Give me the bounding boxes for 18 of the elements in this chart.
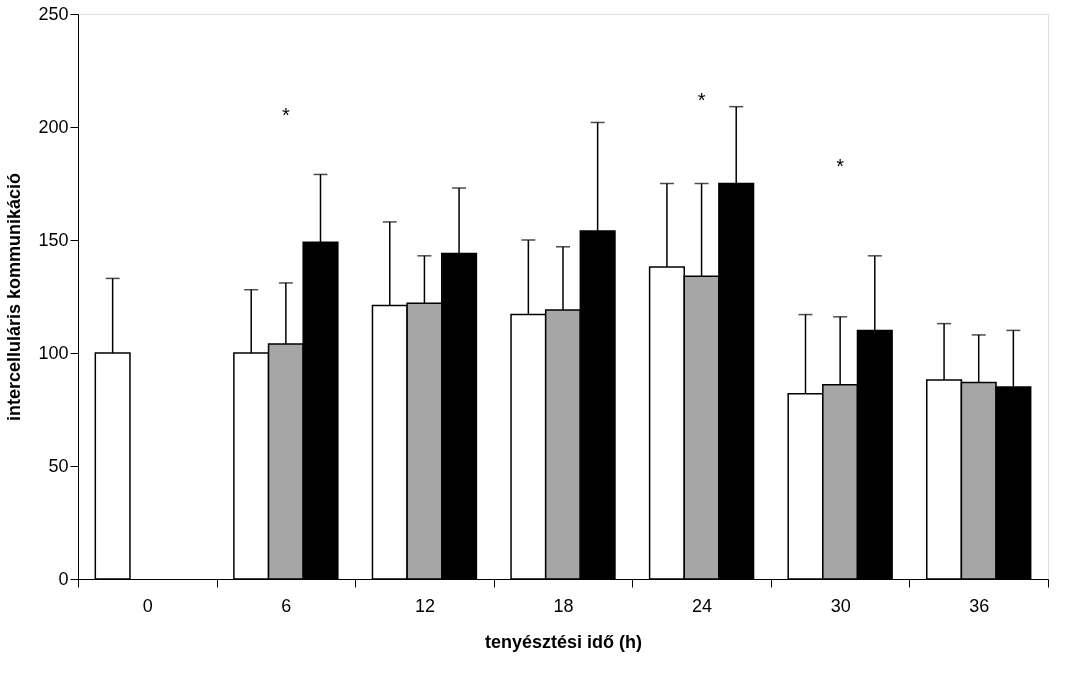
annotation: * (281, 104, 290, 126)
annotation: * (697, 89, 706, 111)
annotation: * (836, 155, 845, 177)
x-tick-label: 36 (969, 595, 990, 616)
x-tick-label: 30 (830, 595, 851, 616)
x-axis-title: tenyésztési idő (h) (484, 631, 643, 652)
y-tick-label: 0 (58, 568, 69, 589)
x-tick-label: 0 (142, 595, 153, 616)
x-tick-label: 12 (414, 595, 435, 616)
y-tick-label: 200 (38, 116, 69, 137)
y-tick-label: 50 (48, 455, 69, 476)
x-tick-label: 24 (692, 595, 713, 616)
y-axis-title: intercelluláris kommunikáció (4, 172, 25, 422)
y-tick-label: 250 (38, 3, 69, 24)
x-tick-label: 6 (281, 595, 292, 616)
y-tick-label: 100 (38, 342, 69, 363)
x-tick-label: 18 (553, 595, 574, 616)
y-tick-label: 150 (38, 229, 69, 250)
